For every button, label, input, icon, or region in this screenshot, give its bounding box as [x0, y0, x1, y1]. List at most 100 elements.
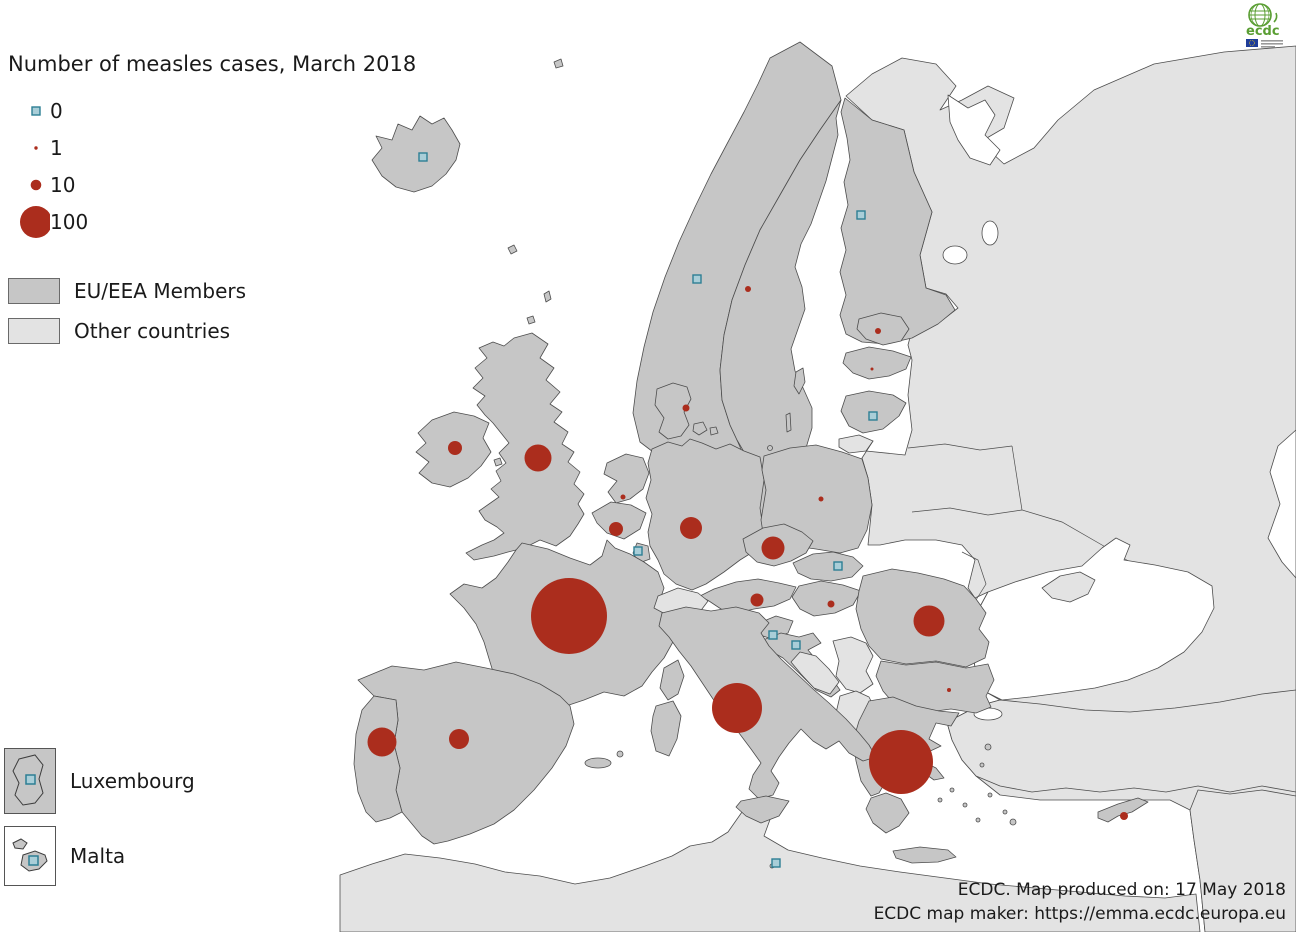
- case-marker-czech-republic: [761, 536, 785, 560]
- legend-row-eu: EU/EEA Members: [8, 278, 246, 304]
- case-marker-latvia: [870, 367, 874, 371]
- island-sardinia: [650, 700, 682, 757]
- luxembourg-inset-map: [4, 748, 56, 814]
- eu-swatch: [8, 278, 60, 304]
- case-marker-cyprus: [1120, 812, 1128, 820]
- region-levant: [1189, 789, 1296, 932]
- case-marker-greece: [869, 730, 933, 794]
- map-credits: ECDC. Map produced on: 17 May 2018 ECDC …: [874, 878, 1286, 926]
- zero-marker-croatia: [791, 640, 801, 650]
- case-marker-sweden: [745, 286, 751, 292]
- country-portugal: [353, 695, 403, 823]
- zero-marker-finland: [856, 210, 866, 220]
- legend-label-zero: 0: [50, 98, 63, 123]
- case-marker-belgium: [609, 522, 623, 536]
- country-denmark: [654, 382, 692, 440]
- legend-label-one: 1: [50, 135, 63, 160]
- hundred-dot-icon: [20, 205, 50, 238]
- case-marker-netherlands: [620, 494, 626, 500]
- zero-marker-malta: [771, 858, 781, 868]
- border-by-ua: [911, 507, 1023, 516]
- zero-marker-lithuania: [868, 411, 878, 421]
- zero-square-icon: [31, 105, 41, 116]
- zero-marker-norway: [692, 274, 702, 284]
- border-moldova: [961, 551, 987, 601]
- zero-marker-iceland: [418, 152, 428, 162]
- country-belgium: [591, 501, 647, 540]
- country-united-kingdom: [465, 332, 585, 561]
- country-estonia: [856, 312, 910, 346]
- case-marker-germany: [680, 517, 702, 539]
- case-marker-hungary: [827, 600, 835, 608]
- border-ru-by: [907, 443, 1013, 451]
- case-marker-romania: [913, 605, 945, 637]
- country-germany: [645, 438, 765, 591]
- case-marker-italy: [712, 683, 762, 733]
- country-bosnia: [790, 651, 840, 695]
- ten-dot-icon: [30, 179, 42, 190]
- baltic-islands: [767, 367, 806, 451]
- legend-row-hundred: 100: [8, 203, 88, 240]
- island-corsica: [659, 659, 685, 701]
- country-turkey: [947, 689, 1296, 793]
- country-cyprus: [1097, 797, 1149, 823]
- case-marker-france: [531, 578, 607, 654]
- ecdc-logo: ecdc: [1246, 3, 1283, 48]
- case-marker-bulgaria: [947, 688, 951, 692]
- zero-square-symbol: [31, 105, 41, 116]
- country-hungary: [791, 580, 862, 617]
- legend-row-ten: 10: [8, 166, 88, 203]
- country-iceland: [371, 115, 461, 193]
- malta-zero-square: [28, 855, 39, 866]
- white-sea: [947, 94, 1001, 166]
- lake-onega: [981, 220, 999, 246]
- country-serbia: [832, 636, 874, 694]
- ecdc-logo-text: ecdc: [1246, 24, 1280, 39]
- malta-inset-label: Malta: [70, 844, 126, 868]
- hundred-dot-symbol: [20, 205, 50, 238]
- eu-flag-icon: [1246, 39, 1283, 48]
- ten-dot-symbol: [30, 179, 42, 190]
- case-marker-spain: [449, 729, 469, 749]
- crimea: [1041, 571, 1096, 603]
- other-label: Other countries: [74, 319, 231, 343]
- legend-row-one: 1: [8, 129, 88, 166]
- class-legend: EU/EEA Members Other countries: [8, 278, 246, 358]
- country-netherlands: [603, 453, 650, 504]
- eu-label: EU/EEA Members: [74, 279, 247, 303]
- malta-inset-map: [4, 826, 56, 886]
- countries-layer: [339, 41, 1296, 932]
- legend-row-other: Other countries: [8, 318, 246, 344]
- legend-label-hundred: 100: [50, 209, 89, 234]
- zero-marker-luxembourg: [633, 546, 643, 556]
- size-legend: 0 1 10 100: [8, 92, 88, 240]
- case-marker-poland: [818, 496, 824, 502]
- one-dot-icon: [34, 145, 38, 150]
- credit-line-1: ECDC. Map produced on: 17 May 2018: [957, 880, 1286, 900]
- island-crete: [892, 846, 957, 864]
- greece-peloponnese: [865, 792, 910, 834]
- case-marker-estonia: [875, 328, 881, 334]
- case-marker-austria: [750, 593, 764, 607]
- legend-label-ten: 10: [50, 172, 76, 197]
- case-marker-united-kingdom: [524, 444, 552, 472]
- legend-row-zero: 0: [8, 92, 88, 129]
- country-finland: [839, 97, 956, 345]
- malta-inset: Malta: [4, 826, 125, 886]
- map-markers: [367, 152, 1128, 868]
- one-dot-symbol: [34, 145, 38, 150]
- region-kaliningrad: [838, 434, 874, 454]
- country-slovakia: [792, 551, 864, 582]
- credit-line-2: ECDC map maker: https://emma.ecdc.europa…: [873, 904, 1286, 924]
- country-latvia: [842, 346, 912, 380]
- globe-icon: [1248, 3, 1278, 27]
- other-swatch: [8, 318, 60, 344]
- country-austria: [699, 578, 797, 614]
- country-bulgaria: [875, 660, 995, 714]
- luxembourg-inset-label: Luxembourg: [70, 769, 195, 793]
- zero-marker-slovakia: [833, 561, 843, 571]
- map-title: Number of measles cases, March 2018: [8, 52, 417, 76]
- luxembourg-inset: Luxembourg: [4, 748, 195, 814]
- denmark-islands: [692, 421, 719, 436]
